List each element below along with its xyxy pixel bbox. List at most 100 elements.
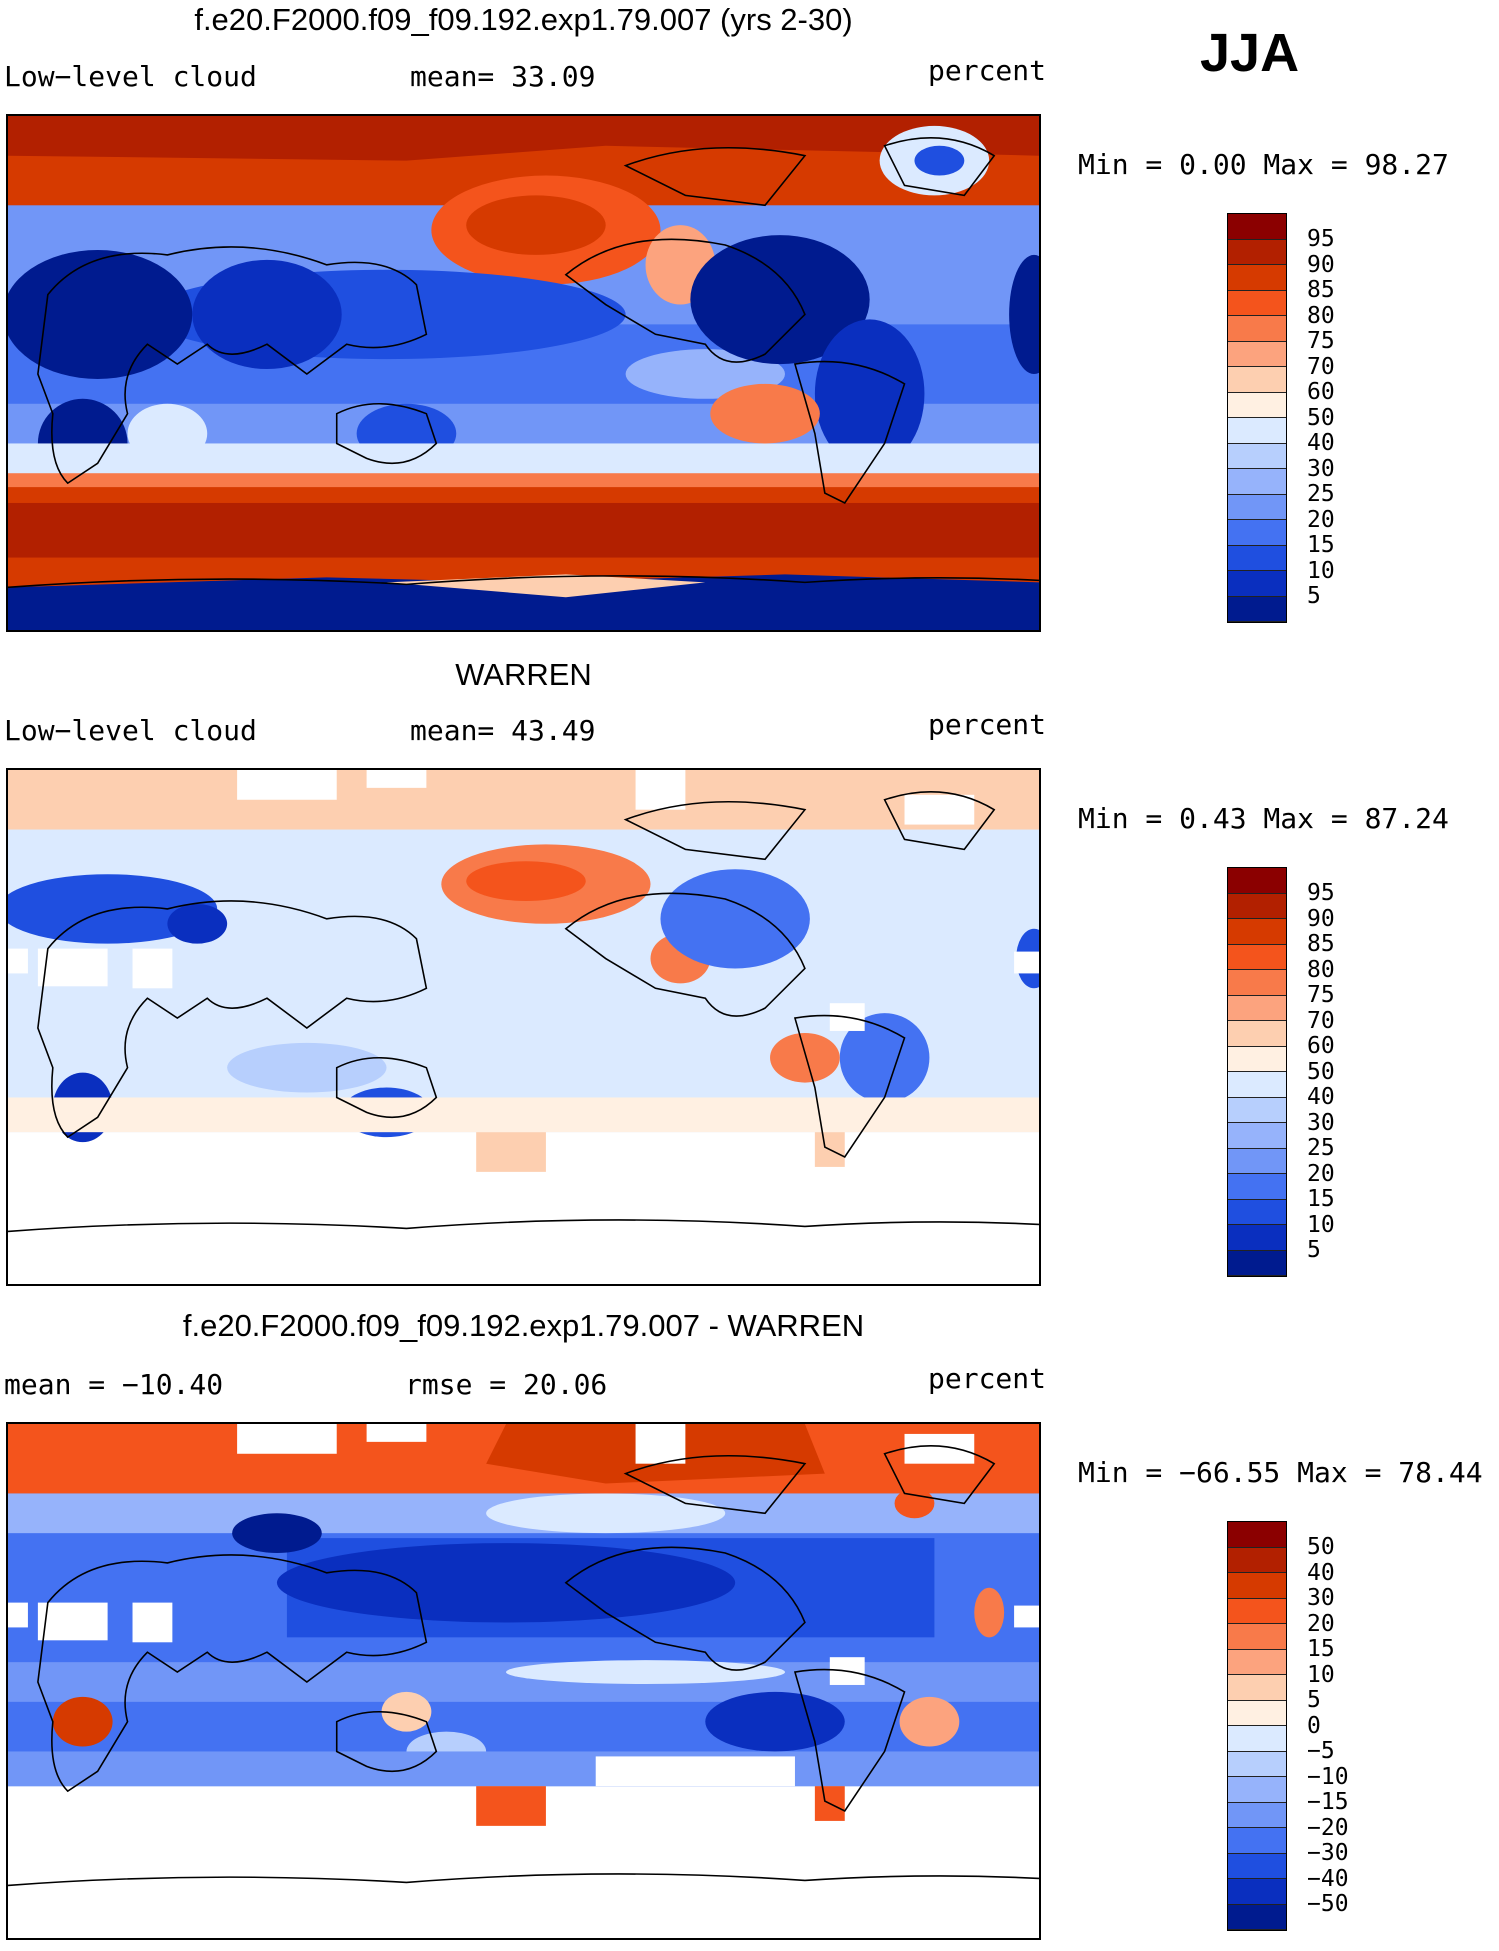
colorbar-swatch: [1228, 596, 1286, 622]
colorbar-tick-label: 15: [1307, 1186, 1335, 1212]
panel-1-variable-label: Low−level cloud: [4, 60, 257, 93]
colorbar-swatch: [1228, 265, 1286, 291]
colorbar-swatch: [1228, 1726, 1286, 1752]
colorbar-tick-label: −20: [1307, 1814, 1349, 1841]
panel-1-minmax-label: Min = 0.00 Max = 98.27: [1078, 148, 1449, 181]
colorbar-swatch: [1228, 1675, 1286, 1701]
colorbar-swatch: [1228, 571, 1286, 597]
colorbar-tick-label: 15: [1307, 1636, 1335, 1662]
colorbar-swatch: [1228, 341, 1286, 367]
colorbar-tick-label: 85: [1307, 931, 1335, 957]
panel-1-mean-label: mean= 33.09: [410, 60, 596, 93]
colorbar-swatch: [1228, 1573, 1286, 1599]
colorbar-swatch: [1228, 1802, 1286, 1828]
colorbar-tick-label: 10: [1307, 1661, 1335, 1688]
colorbar-tick-label: 25: [1307, 1135, 1335, 1161]
panel-2-title: WARREN: [455, 657, 592, 692]
colorbar-swatch: [1228, 1751, 1286, 1777]
colorbar-swatch: [1228, 418, 1286, 444]
colorbar-tick-label: 70: [1307, 1007, 1335, 1034]
colorbar-tick-label: −50: [1307, 1891, 1349, 1917]
colorbar-tick-label: 5: [1307, 583, 1321, 609]
panel-3-colorbar: [1227, 1521, 1287, 1931]
panel-3-rmse-label: rmse = 20.06: [405, 1368, 608, 1401]
colorbar-swatch: [1228, 893, 1286, 919]
panel-3-map: [6, 1422, 1041, 1940]
panel-1-map: [6, 114, 1041, 632]
colorbar-swatch: [1228, 1225, 1286, 1251]
colorbar-swatch: [1228, 1904, 1286, 1930]
colorbar-tick-label: 80: [1307, 302, 1335, 329]
panel-2-units-label: percent: [928, 708, 1047, 741]
panel-3-title: f.e20.F2000.f09_f09.192.exp1.79.007 - WA…: [182, 1308, 865, 1343]
panel-3-units-label: percent: [928, 1362, 1047, 1395]
panel-1-map-field: [8, 116, 1039, 630]
colorbar-swatch: [1228, 214, 1286, 240]
colorbar-tick-label: 95: [1307, 226, 1335, 252]
colorbar-swatch: [1228, 545, 1286, 571]
colorbar-tick-label: 20: [1307, 506, 1335, 533]
panel-2-mean-label: mean= 43.49: [410, 714, 596, 747]
colorbar-tick-label: 30: [1307, 1109, 1335, 1136]
colorbar-swatch: [1228, 944, 1286, 970]
panel-3-map-field: [8, 1424, 1039, 1938]
colorbar-swatch: [1228, 1879, 1286, 1905]
panel-1-units-label: percent: [928, 54, 1047, 87]
colorbar-swatch: [1228, 1828, 1286, 1854]
colorbar-swatch: [1228, 1700, 1286, 1726]
panel-2-minmax-label: Min = 0.43 Max = 87.24: [1078, 802, 1449, 835]
colorbar-swatch: [1228, 1853, 1286, 1879]
colorbar-swatch: [1228, 239, 1286, 265]
panel-3-minmax-label: Min = −66.55 Max = 78.44: [1078, 1456, 1483, 1489]
colorbar-swatch: [1228, 1250, 1286, 1276]
colorbar-tick-label: 85: [1307, 277, 1335, 303]
colorbar-tick-label: 80: [1307, 956, 1335, 983]
colorbar-tick-label: 5: [1307, 1237, 1321, 1263]
colorbar-tick-label: 10: [1307, 1211, 1335, 1238]
colorbar-tick-label: −10: [1307, 1763, 1349, 1790]
colorbar-tick-label: 5: [1307, 1687, 1321, 1713]
colorbar-tick-label: 15: [1307, 532, 1335, 558]
colorbar-tick-label: 40: [1307, 430, 1335, 456]
colorbar-swatch: [1228, 392, 1286, 418]
colorbar-swatch: [1228, 868, 1286, 894]
colorbar-tick-label: 50: [1307, 1058, 1335, 1085]
colorbar-swatch: [1228, 1072, 1286, 1098]
panel-2-map-field: [8, 770, 1039, 1284]
colorbar-swatch: [1228, 1097, 1286, 1123]
colorbar-swatch: [1228, 1624, 1286, 1650]
colorbar-tick-label: 75: [1307, 328, 1335, 354]
colorbar-swatch: [1228, 367, 1286, 393]
colorbar-swatch: [1228, 1174, 1286, 1200]
colorbar-swatch: [1228, 970, 1286, 996]
panel-1-colorbar: [1227, 213, 1287, 623]
colorbar-tick-label: 50: [1307, 404, 1335, 431]
colorbar-tick-label: 70: [1307, 353, 1335, 380]
colorbar-swatch: [1228, 1148, 1286, 1174]
colorbar-tick-label: 30: [1307, 455, 1335, 482]
colorbar-tick-label: 40: [1307, 1084, 1335, 1110]
colorbar-tick-label: 90: [1307, 251, 1335, 278]
colorbar-tick-label: 90: [1307, 905, 1335, 932]
panel-2-colorbar: [1227, 867, 1287, 1277]
colorbar-swatch: [1228, 494, 1286, 520]
colorbar-swatch: [1228, 1649, 1286, 1675]
panel-3-mean-label: mean = −10.40: [4, 1368, 224, 1401]
colorbar-tick-label: −5: [1307, 1738, 1335, 1764]
colorbar-tick-label: 20: [1307, 1160, 1335, 1187]
colorbar-swatch: [1228, 290, 1286, 316]
colorbar-swatch: [1228, 316, 1286, 342]
colorbar-swatch: [1228, 1199, 1286, 1225]
colorbar-tick-label: 40: [1307, 1559, 1335, 1586]
panel-2-map: [6, 768, 1041, 1286]
colorbar-swatch: [1228, 1547, 1286, 1573]
colorbar-swatch: [1228, 1522, 1286, 1548]
colorbar-swatch: [1228, 1123, 1286, 1149]
colorbar-tick-label: 75: [1307, 982, 1335, 1008]
colorbar-swatch: [1228, 520, 1286, 546]
colorbar-tick-label: 60: [1307, 379, 1335, 405]
colorbar-tick-label: 25: [1307, 481, 1335, 507]
colorbar-swatch: [1228, 995, 1286, 1021]
colorbar-tick-label: −30: [1307, 1840, 1349, 1866]
colorbar-tick-label: 95: [1307, 880, 1335, 906]
